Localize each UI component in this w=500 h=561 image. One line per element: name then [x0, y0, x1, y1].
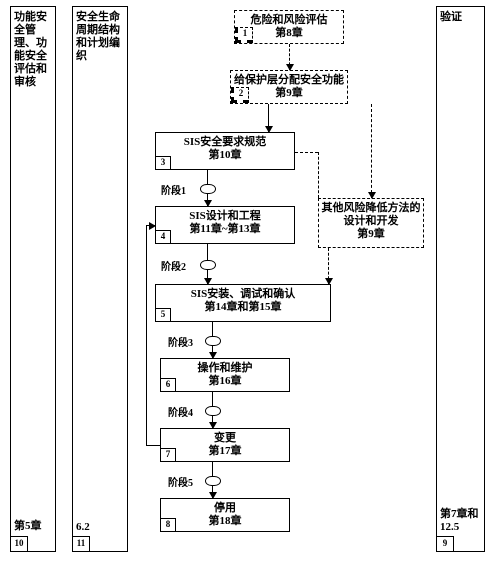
node-tag: 4	[156, 230, 171, 243]
stage-marker	[200, 260, 216, 270]
column-footer: 第5章	[14, 517, 42, 533]
column-footer: 6.2	[76, 521, 90, 533]
stage-label: 阶段5	[168, 474, 193, 489]
node-line2: 第17章	[161, 445, 289, 458]
stage-marker	[205, 406, 221, 416]
node-line2: 第10章	[156, 149, 294, 162]
stage-label: 阶段2	[161, 258, 186, 273]
column-title: 功能安全管理、功能安全评估和审核	[14, 11, 52, 89]
node-line1: SIS安装、调试和确认	[156, 288, 330, 301]
node-8: 停用第18章8	[160, 498, 290, 532]
node-tag: 2	[231, 87, 249, 103]
node-line1: 给保护层分配安全功能	[231, 74, 347, 87]
arrow	[328, 248, 329, 284]
node-line2: 第16章	[161, 375, 289, 388]
column-9: 验证第7章和12.5 9	[436, 6, 485, 552]
node-line2: 第11章~第13章	[156, 223, 294, 236]
stage-label: 阶段1	[161, 182, 186, 197]
diagram-root: 功能安全管理、功能安全评估和审核第5章 10 安全生命周期结构和计划编织 6.2 11 验…	[0, 0, 500, 561]
feedback	[146, 225, 147, 445]
node-line2: 第14章和第15章	[156, 301, 330, 314]
column-title: 安全生命周期结构和计划编织	[76, 11, 124, 63]
node-line1: 危险和风险评估	[235, 14, 343, 27]
node-line3: 第9章	[319, 228, 423, 241]
arrow	[289, 44, 290, 70]
feedback	[146, 225, 155, 226]
node-1: 危险和风险评估第8章1	[234, 10, 344, 44]
node-tag: 5	[156, 308, 171, 321]
stage-label: 阶段3	[168, 334, 193, 349]
feedback	[146, 445, 160, 446]
column-10: 功能安全管理、功能安全评估和审核第5章 10	[10, 6, 56, 552]
node-tag: 1	[235, 27, 253, 43]
node-3: SIS安全要求规范第10章3	[155, 132, 295, 170]
node-line1: 变更	[161, 432, 289, 445]
node-nR: 其他风险降低方法的设计和开发第9章	[318, 198, 424, 248]
column-title: 验证	[440, 11, 481, 24]
column-tag: 11	[73, 536, 90, 551]
node-tag: 3	[156, 156, 171, 169]
node-line1: SIS安全要求规范	[156, 136, 294, 149]
node-line1: SIS设计和工程	[156, 210, 294, 223]
column-footer: 第7章和12.5	[440, 505, 484, 533]
node-line1: 停用	[161, 502, 289, 515]
arrow	[318, 152, 319, 198]
node-5: SIS安装、调试和确认第14章和第15章5	[155, 284, 331, 322]
node-6: 操作和维护第16章6	[160, 358, 290, 392]
node-4: SIS设计和工程第11章~第13章4	[155, 206, 295, 244]
stage-marker	[205, 336, 221, 346]
arrow	[295, 152, 318, 153]
node-line2: 设计和开发	[319, 215, 423, 228]
arrow	[371, 104, 372, 198]
arrow	[268, 104, 269, 132]
stage-marker	[205, 476, 221, 486]
stage-label: 阶段4	[168, 404, 193, 419]
column-tag: 10	[11, 536, 28, 551]
column-11: 安全生命周期结构和计划编织 6.2 11	[72, 6, 128, 552]
node-tag: 6	[161, 378, 176, 391]
node-tag: 7	[161, 448, 176, 461]
node-tag: 8	[161, 518, 176, 531]
node-line1: 其他风险降低方法的	[319, 202, 423, 215]
node-7: 变更第17章7	[160, 428, 290, 462]
node-line1: 操作和维护	[161, 362, 289, 375]
node-line2: 第18章	[161, 515, 289, 528]
column-tag: 9	[437, 536, 454, 551]
stage-marker	[200, 184, 216, 194]
node-2: 给保护层分配安全功能第9章2	[230, 70, 348, 104]
